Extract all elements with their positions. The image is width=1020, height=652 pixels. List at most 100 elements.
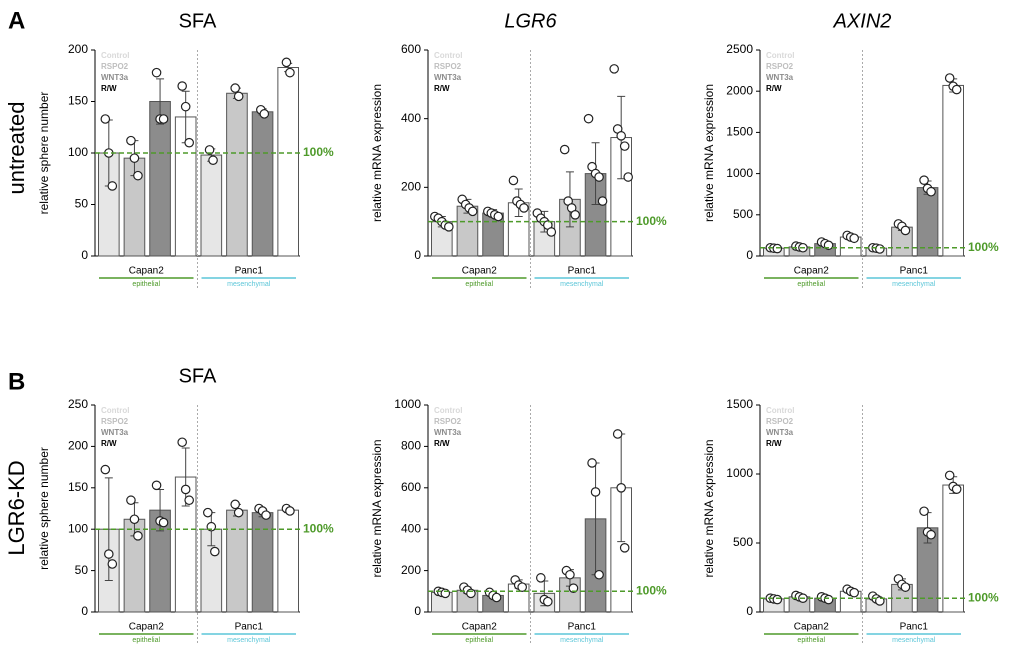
data-point [590,487,601,497]
data-point [619,141,630,151]
group-label: Capan2 [794,622,829,633]
bar [916,187,939,257]
y-tick-label: 100 [68,145,88,159]
chart-title: SFA [179,365,217,387]
group-subtitle: epithelial [465,281,493,288]
data-point [619,543,630,553]
reference-label: 100% [636,214,667,228]
data-point [204,145,215,155]
data-point [616,482,626,493]
chart-title: AXIN2 [833,10,892,32]
y-tick-label: 150 [68,480,88,494]
data-point [151,67,162,78]
group-label: Capan2 [462,622,497,633]
legend-entry: R/W [101,439,117,448]
legend-entry: R/W [766,84,782,93]
y-tick-label: 0 [81,248,88,262]
group-subtitle: mesenchymal [227,281,271,288]
data-point [184,137,194,148]
chart-title: LGR6 [504,10,557,32]
legend-entry: RSPO2 [434,62,462,71]
group-label: Panc1 [235,622,264,633]
data-point [570,210,580,220]
legend-entry: WNT3a [766,428,794,437]
data-point [177,81,187,91]
y-tick-label: 200 [68,42,88,56]
data-point [285,506,295,516]
panel-letter: A [8,7,25,34]
data-point [519,203,529,213]
y-axis-label: relative mRNA expression [370,84,384,222]
chart-title: SFA [179,10,217,32]
legend-entry: RSPO2 [434,417,462,426]
data-point [849,587,859,598]
data-point [281,57,292,68]
data-point [230,499,240,510]
legend-entry: R/W [766,439,782,448]
data-point [107,559,118,569]
data-point [230,83,240,93]
data-point [565,569,575,580]
legend-entry: R/W [434,439,450,448]
data-point [493,211,504,222]
reference-label: 100% [968,240,999,254]
legend-entry: Control [434,51,462,60]
group-subtitle: mesenchymal [560,281,604,288]
data-point [951,484,962,494]
data-point [616,131,626,141]
data-point [597,196,608,206]
legend-entry: RSPO2 [766,62,794,71]
data-point [129,153,140,163]
y-tick-label: 1000 [394,397,421,411]
data-point [151,480,162,491]
data-point [536,573,546,583]
group-label: Capan2 [462,266,497,277]
data-point [919,506,929,517]
group-label: Panc1 [568,622,597,633]
legend-entry: WNT3a [101,428,129,437]
y-tick-label: 50 [75,563,89,577]
group-label: Capan2 [129,266,164,277]
data-point [177,437,187,448]
data-point [849,233,859,244]
y-tick-label: 2000 [726,83,753,97]
y-tick-label: 200 [401,563,421,577]
group-subtitle: mesenchymal [560,637,604,644]
data-point [900,225,911,236]
data-point [467,206,478,217]
group-label: Capan2 [129,622,164,633]
data-point [900,582,911,592]
legend-entry: R/W [434,84,450,93]
data-point [210,546,220,557]
legend-entry: Control [434,406,462,415]
reference-label: 100% [303,145,334,159]
bar [277,509,299,613]
data-point [180,101,191,112]
data-point [951,84,962,95]
panel-letter: B [8,368,25,395]
bar [149,101,171,257]
data-point [568,583,579,593]
bar [277,67,299,257]
group-subtitle: epithelial [132,637,160,644]
y-axis-label: relative sphere number [37,92,51,215]
data-point [612,429,623,439]
data-point [107,181,118,191]
bar [200,154,223,257]
data-point [944,73,955,83]
data-point [104,549,114,559]
data-point [546,227,557,237]
y-tick-label: 500 [733,207,753,221]
y-tick-label: 1000 [726,466,753,480]
reference-label: 100% [303,521,334,535]
legend-entry: RSPO2 [766,417,794,426]
y-axis-label: relative sphere number [37,447,51,570]
y-tick-label: 400 [401,111,421,125]
reference-label: 100% [968,590,999,604]
data-point [623,172,633,182]
data-point [100,464,111,475]
y-tick-label: 0 [81,604,88,618]
y-tick-label: 250 [68,397,88,411]
data-point [184,495,194,506]
y-tick-label: 200 [68,439,88,453]
